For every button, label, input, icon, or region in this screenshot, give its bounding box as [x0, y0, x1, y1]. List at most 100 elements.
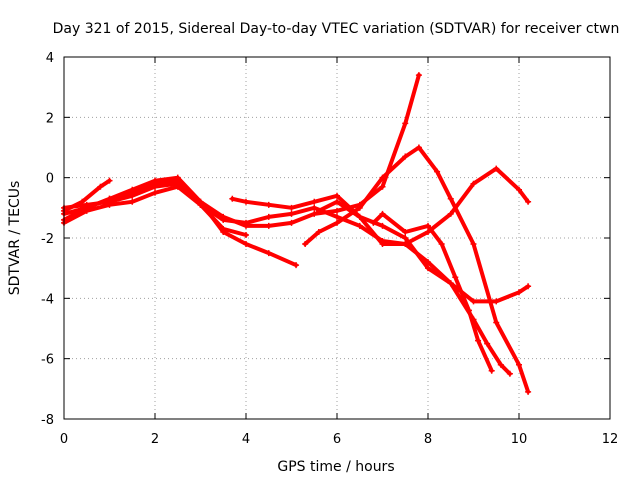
y-tick-label: -8 [41, 413, 54, 428]
data-point [334, 219, 340, 226]
y-tick-label: -6 [41, 353, 54, 368]
data-point [379, 222, 386, 229]
data-point [334, 207, 340, 214]
data-point [311, 204, 318, 211]
data-point [525, 388, 532, 395]
data-point [447, 280, 454, 287]
axis-ticks [63, 56, 611, 420]
data-point [315, 228, 322, 235]
data-point [311, 210, 318, 217]
data-point [470, 180, 477, 187]
data-point [311, 198, 318, 205]
data-point [129, 192, 136, 199]
data-point [197, 201, 204, 208]
x-tick-label: 10 [511, 432, 528, 447]
y-tick-label: 4 [46, 51, 54, 66]
data-point [402, 235, 409, 241]
data-point [379, 241, 386, 248]
data-point [470, 298, 477, 305]
series-arc-6 [229, 192, 513, 377]
y-tick-label: 0 [46, 172, 54, 187]
data-point [402, 241, 409, 248]
data-point [447, 210, 454, 217]
data-point [379, 210, 386, 217]
data-point [334, 213, 340, 220]
data-point [83, 207, 90, 214]
x-axis-label: GPS time / hours [277, 459, 394, 475]
data-point [83, 201, 90, 208]
x-tick-label: 6 [333, 432, 341, 447]
data-point [488, 367, 495, 374]
data-point [470, 241, 477, 248]
data-point [497, 361, 504, 368]
data-point [265, 222, 272, 229]
data-point [356, 222, 363, 229]
data-point [379, 174, 386, 181]
data-point [293, 262, 300, 269]
data-point [425, 265, 431, 272]
data-point [506, 370, 513, 377]
data-point [379, 183, 386, 190]
series-line [316, 199, 531, 304]
data-point [106, 177, 113, 184]
data-point [525, 198, 532, 205]
data-point [243, 231, 249, 238]
data-point [229, 195, 236, 202]
data-point [425, 259, 431, 266]
data-point [402, 228, 409, 235]
chart-title: Day 321 of 2015, Sidereal Day-to-day VTE… [53, 21, 620, 37]
series-line [62, 166, 531, 246]
data-point [465, 307, 472, 314]
data-point [452, 274, 459, 281]
data-point [220, 225, 227, 232]
data-point [516, 186, 522, 193]
data-point [356, 204, 363, 211]
data-point [334, 192, 340, 199]
data-point [493, 298, 500, 305]
data-point [152, 183, 158, 190]
x-tick-label: 0 [60, 432, 68, 447]
data-point [402, 153, 409, 160]
data-point [243, 241, 249, 248]
data-point [129, 198, 136, 205]
y-tick-label: -4 [41, 292, 54, 307]
data-point [447, 195, 454, 202]
data-point [265, 250, 272, 257]
data-point [220, 213, 227, 220]
data-point [243, 222, 249, 229]
data-point [516, 289, 522, 296]
data-point [152, 189, 158, 196]
series-arc-8 [315, 198, 532, 305]
data-point [415, 144, 422, 151]
data-point [174, 183, 181, 190]
data-point [97, 183, 104, 190]
data-point [484, 340, 491, 347]
y-tick-label: 2 [46, 111, 54, 126]
data-point [415, 72, 422, 79]
data-point [356, 213, 363, 220]
data-point [402, 120, 409, 127]
grid-lines [64, 57, 610, 419]
data-point [288, 219, 295, 226]
data-point [302, 241, 309, 248]
tick-labels: 0 2 4 6 8 10 12 -8 -6 -4 -2 0 2 4 [41, 51, 618, 447]
data-point [106, 201, 113, 208]
x-tick-label: 2 [151, 432, 159, 447]
x-tick-label: 4 [242, 432, 250, 447]
series-arc-7 [302, 144, 532, 395]
data-point [493, 165, 500, 172]
data-point [370, 219, 377, 226]
y-axis-label: SDTVAR / TECUs [7, 181, 23, 296]
data-point [516, 361, 522, 368]
y-tick-label: -2 [41, 232, 54, 247]
series-arc-9 [370, 210, 495, 374]
x-tick-label: 12 [602, 432, 619, 447]
data-point [288, 210, 295, 217]
data-point [265, 213, 272, 220]
x-tick-label: 8 [424, 432, 432, 447]
series-line [371, 211, 494, 373]
data-point [315, 207, 322, 214]
data-point [243, 198, 249, 205]
data-point [425, 228, 431, 235]
data-point [425, 222, 431, 229]
